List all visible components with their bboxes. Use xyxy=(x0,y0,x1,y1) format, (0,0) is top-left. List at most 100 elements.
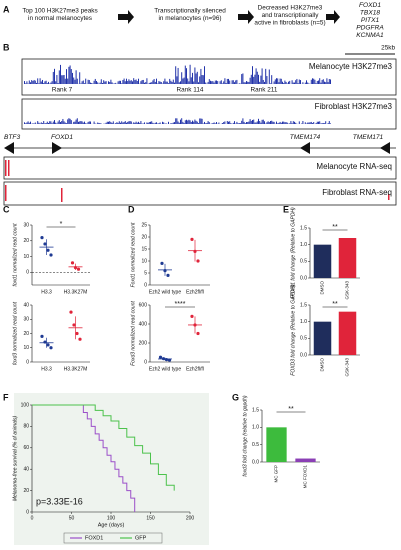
peak xyxy=(294,82,295,84)
peak xyxy=(87,79,89,84)
peak xyxy=(123,121,125,124)
peak xyxy=(49,121,51,124)
step-text: Top 100 H3K27me3 peaks xyxy=(22,8,97,15)
peak xyxy=(312,123,313,124)
peak xyxy=(64,122,66,124)
dot xyxy=(46,343,50,347)
peak xyxy=(208,79,210,84)
peak xyxy=(292,121,294,124)
peak xyxy=(27,121,29,124)
x-tick-label: 150 xyxy=(146,515,155,521)
panel-label: A xyxy=(3,4,10,14)
track-label: Fibroblast RNA-seq xyxy=(322,188,392,197)
peak xyxy=(205,82,207,84)
peak xyxy=(26,81,28,84)
peak xyxy=(26,122,28,124)
peak xyxy=(296,78,298,84)
peak xyxy=(105,122,107,124)
peak xyxy=(258,74,259,84)
peak xyxy=(166,81,168,84)
peak xyxy=(50,82,52,84)
peak xyxy=(220,80,222,84)
peak xyxy=(69,118,71,124)
peak xyxy=(216,122,217,124)
peak xyxy=(136,80,138,84)
rna-signal xyxy=(5,185,7,201)
panel-label: G xyxy=(232,392,239,402)
peak xyxy=(28,122,30,124)
peak xyxy=(278,82,280,84)
peak xyxy=(319,121,321,124)
dot xyxy=(72,323,76,327)
peak xyxy=(61,75,63,84)
panel-label: B xyxy=(3,42,10,52)
peak xyxy=(234,82,235,84)
peak xyxy=(188,81,190,84)
peak xyxy=(217,81,219,84)
dot xyxy=(43,340,47,344)
peak xyxy=(196,121,198,124)
peak xyxy=(188,119,190,124)
gene-name: KCNMA1 xyxy=(356,32,384,39)
step-text: Decreased H3K27me3 xyxy=(258,5,323,12)
peak xyxy=(45,123,47,124)
peak xyxy=(310,121,312,124)
peak xyxy=(242,73,244,84)
peak xyxy=(30,82,31,84)
peak xyxy=(310,79,312,84)
peak xyxy=(183,123,185,124)
peak xyxy=(289,80,291,84)
peak xyxy=(243,121,245,124)
peak xyxy=(302,121,304,124)
peak xyxy=(184,120,186,124)
peak xyxy=(169,78,171,84)
peak xyxy=(190,121,192,124)
peak xyxy=(273,121,275,124)
peak xyxy=(39,123,41,124)
bar xyxy=(338,238,357,278)
peak xyxy=(146,78,148,84)
gene-label: FOXD1 xyxy=(51,134,73,141)
peak xyxy=(230,123,232,124)
peak xyxy=(259,81,261,84)
peak xyxy=(56,123,58,124)
y-axis-label: Foxd3 normalized read count xyxy=(130,301,136,366)
peak xyxy=(192,120,193,124)
peak xyxy=(200,118,202,124)
peak xyxy=(146,122,148,124)
peak xyxy=(224,121,226,124)
peak xyxy=(212,123,214,124)
y-tick-label: 20 xyxy=(23,331,29,337)
panel-label: D xyxy=(128,204,135,214)
peak xyxy=(156,78,157,84)
peak xyxy=(58,70,60,84)
y-tick-label: 80 xyxy=(23,424,29,430)
peak xyxy=(52,71,54,84)
peak xyxy=(325,82,327,84)
y-tick-label: 400 xyxy=(139,321,148,327)
peak xyxy=(51,123,53,124)
peak xyxy=(153,79,155,84)
peak xyxy=(76,118,78,124)
peak xyxy=(79,72,81,84)
peak xyxy=(43,121,45,124)
peak xyxy=(162,121,163,124)
peak xyxy=(268,122,270,124)
y-tick-label: 20 xyxy=(141,234,147,240)
peak xyxy=(302,82,304,84)
peak xyxy=(199,76,201,84)
peak xyxy=(135,79,137,84)
peak xyxy=(182,78,184,84)
y-tick-label: 30 xyxy=(23,222,29,228)
peak xyxy=(212,81,214,84)
x-tick-label: H3.3 xyxy=(41,289,52,295)
peak xyxy=(246,122,247,124)
peak xyxy=(237,123,239,124)
x-tick-label: Ezh2 wild type xyxy=(149,366,181,372)
peak xyxy=(258,118,259,124)
peak xyxy=(91,82,93,84)
peak xyxy=(194,119,196,124)
legend-label: FOXD1 xyxy=(85,535,103,541)
peak xyxy=(82,122,84,124)
peak xyxy=(93,121,95,124)
